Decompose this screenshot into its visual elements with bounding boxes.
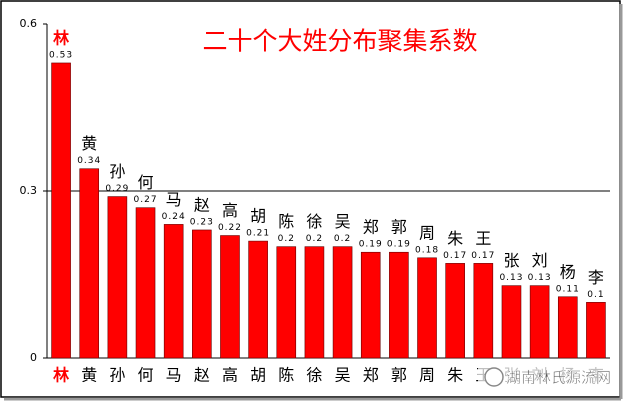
bar-name-label: 孙 xyxy=(109,162,125,181)
bar xyxy=(220,235,240,359)
bar xyxy=(135,207,156,359)
value-label: 0.17 xyxy=(471,251,495,261)
bar-name-label: 王 xyxy=(475,229,491,248)
x-tick-label: 郑 xyxy=(363,366,379,385)
x-tick-label: 黄 xyxy=(81,366,97,385)
bar xyxy=(360,251,381,359)
bar xyxy=(501,285,522,359)
value-label: 0.19 xyxy=(387,240,411,250)
value-label: 0.11 xyxy=(556,284,580,294)
bar xyxy=(192,229,212,359)
value-label: 0.19 xyxy=(359,240,383,250)
value-label: 0.1 xyxy=(587,290,604,300)
bar xyxy=(163,224,184,359)
bar xyxy=(276,246,297,359)
bar-name-label: 林 xyxy=(53,28,69,47)
value-label: 0.2 xyxy=(334,234,351,244)
x-tick-label: 郭 xyxy=(391,366,407,385)
value-label: 0.29 xyxy=(105,184,129,194)
bar-name-label: 马 xyxy=(166,190,182,209)
bar xyxy=(107,196,128,359)
value-label: 0.13 xyxy=(499,273,523,283)
watermark-icon xyxy=(484,367,504,387)
x-tick-label: 赵 xyxy=(194,366,210,385)
bar-name-label: 何 xyxy=(138,173,154,192)
x-tick-label: 胡 xyxy=(250,366,266,385)
bar-name-label: 李 xyxy=(588,268,604,287)
bar-name-label: 高 xyxy=(222,201,238,220)
value-label: 0.27 xyxy=(134,195,158,205)
bar xyxy=(557,296,578,359)
y-tick-label: 0.6 xyxy=(20,17,38,30)
value-label: 0.21 xyxy=(246,229,270,239)
bar-name-label: 黄 xyxy=(81,134,97,153)
y-tick-label: 0 xyxy=(30,351,37,364)
bar xyxy=(389,251,409,359)
x-tick-label: 朱 xyxy=(447,366,463,385)
value-label: 0.17 xyxy=(443,251,467,261)
x-tick-label: 林 xyxy=(53,366,69,385)
y-tick-label: 0.3 xyxy=(20,184,38,197)
bar-name-label: 陈 xyxy=(278,212,294,231)
bar xyxy=(586,302,606,359)
x-tick-label: 周 xyxy=(419,366,435,385)
value-label: 0.13 xyxy=(528,273,552,283)
value-label: 0.18 xyxy=(415,245,439,255)
bar-name-label: 张 xyxy=(503,251,519,270)
bar-name-label: 徐 xyxy=(306,212,322,231)
bar-name-label: 杨 xyxy=(560,262,576,281)
bar-name-label: 赵 xyxy=(194,195,210,214)
bar xyxy=(473,263,494,359)
watermark: 湖南林氏源流网 xyxy=(506,369,611,387)
x-tick-label: 孙 xyxy=(109,366,125,385)
x-tick-label: 陈 xyxy=(278,366,294,385)
value-label: 0.22 xyxy=(218,223,242,233)
value-label: 0.23 xyxy=(190,217,214,227)
x-tick-label: 何 xyxy=(138,366,154,385)
value-label: 0.53 xyxy=(49,50,73,60)
value-label: 0.24 xyxy=(162,212,186,222)
x-tick-label: 高 xyxy=(222,366,238,385)
bar-name-label: 朱 xyxy=(447,229,463,248)
bar xyxy=(51,62,71,359)
bar-name-label: 郑 xyxy=(363,218,379,237)
value-label: 0.2 xyxy=(278,234,295,244)
chart-title: 二十个大姓分布聚集系数 xyxy=(202,27,477,56)
value-label: 0.34 xyxy=(77,156,101,166)
bar xyxy=(304,246,325,359)
bar xyxy=(332,246,353,359)
bar-name-label: 周 xyxy=(419,223,435,242)
bar xyxy=(248,240,268,359)
bar-name-label: 郭 xyxy=(391,218,407,237)
value-label: 0.2 xyxy=(306,234,323,244)
bar-name-label: 胡 xyxy=(250,207,266,226)
bar-name-label: 刘 xyxy=(532,251,548,270)
x-tick-label: 吴 xyxy=(335,366,351,385)
bar xyxy=(529,285,550,359)
bar xyxy=(79,168,100,359)
x-tick-label: 马 xyxy=(166,366,182,385)
bar xyxy=(445,263,465,359)
x-tick-label: 徐 xyxy=(306,366,322,385)
bar-name-label: 吴 xyxy=(335,212,351,231)
bar xyxy=(417,257,437,359)
